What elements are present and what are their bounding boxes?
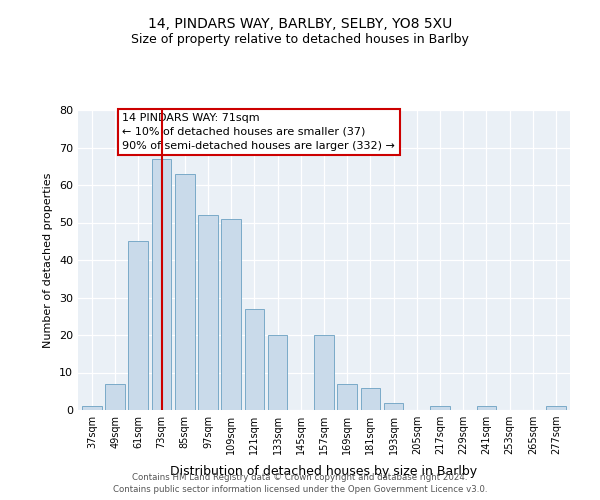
Bar (268, 335, 287, 410)
Text: Contains HM Land Registry data © Crown copyright and database right 2024.: Contains HM Land Registry data © Crown c… (132, 473, 468, 482)
Bar (82, 406, 102, 410)
Bar (221, 219, 241, 410)
Bar (175, 174, 194, 410)
Text: Size of property relative to detached houses in Barlby: Size of property relative to detached ho… (131, 32, 469, 46)
Bar (384, 402, 403, 410)
X-axis label: Distribution of detached houses by size in Barlby: Distribution of detached houses by size … (170, 466, 478, 478)
Text: Contains public sector information licensed under the Open Government Licence v3: Contains public sector information licen… (113, 486, 487, 494)
Bar (476, 406, 496, 410)
Bar (361, 388, 380, 410)
Bar (430, 406, 450, 410)
Bar (314, 335, 334, 410)
Bar (546, 406, 566, 410)
Text: 14 PINDARS WAY: 71sqm
← 10% of detached houses are smaller (37)
90% of semi-deta: 14 PINDARS WAY: 71sqm ← 10% of detached … (122, 113, 395, 151)
Bar (128, 242, 148, 410)
Y-axis label: Number of detached properties: Number of detached properties (43, 172, 53, 348)
Text: 14, PINDARS WAY, BARLBY, SELBY, YO8 5XU: 14, PINDARS WAY, BARLBY, SELBY, YO8 5XU (148, 18, 452, 32)
Bar (105, 384, 125, 410)
Bar (245, 308, 264, 410)
Bar (337, 384, 357, 410)
Bar (152, 159, 172, 410)
Bar (198, 215, 218, 410)
